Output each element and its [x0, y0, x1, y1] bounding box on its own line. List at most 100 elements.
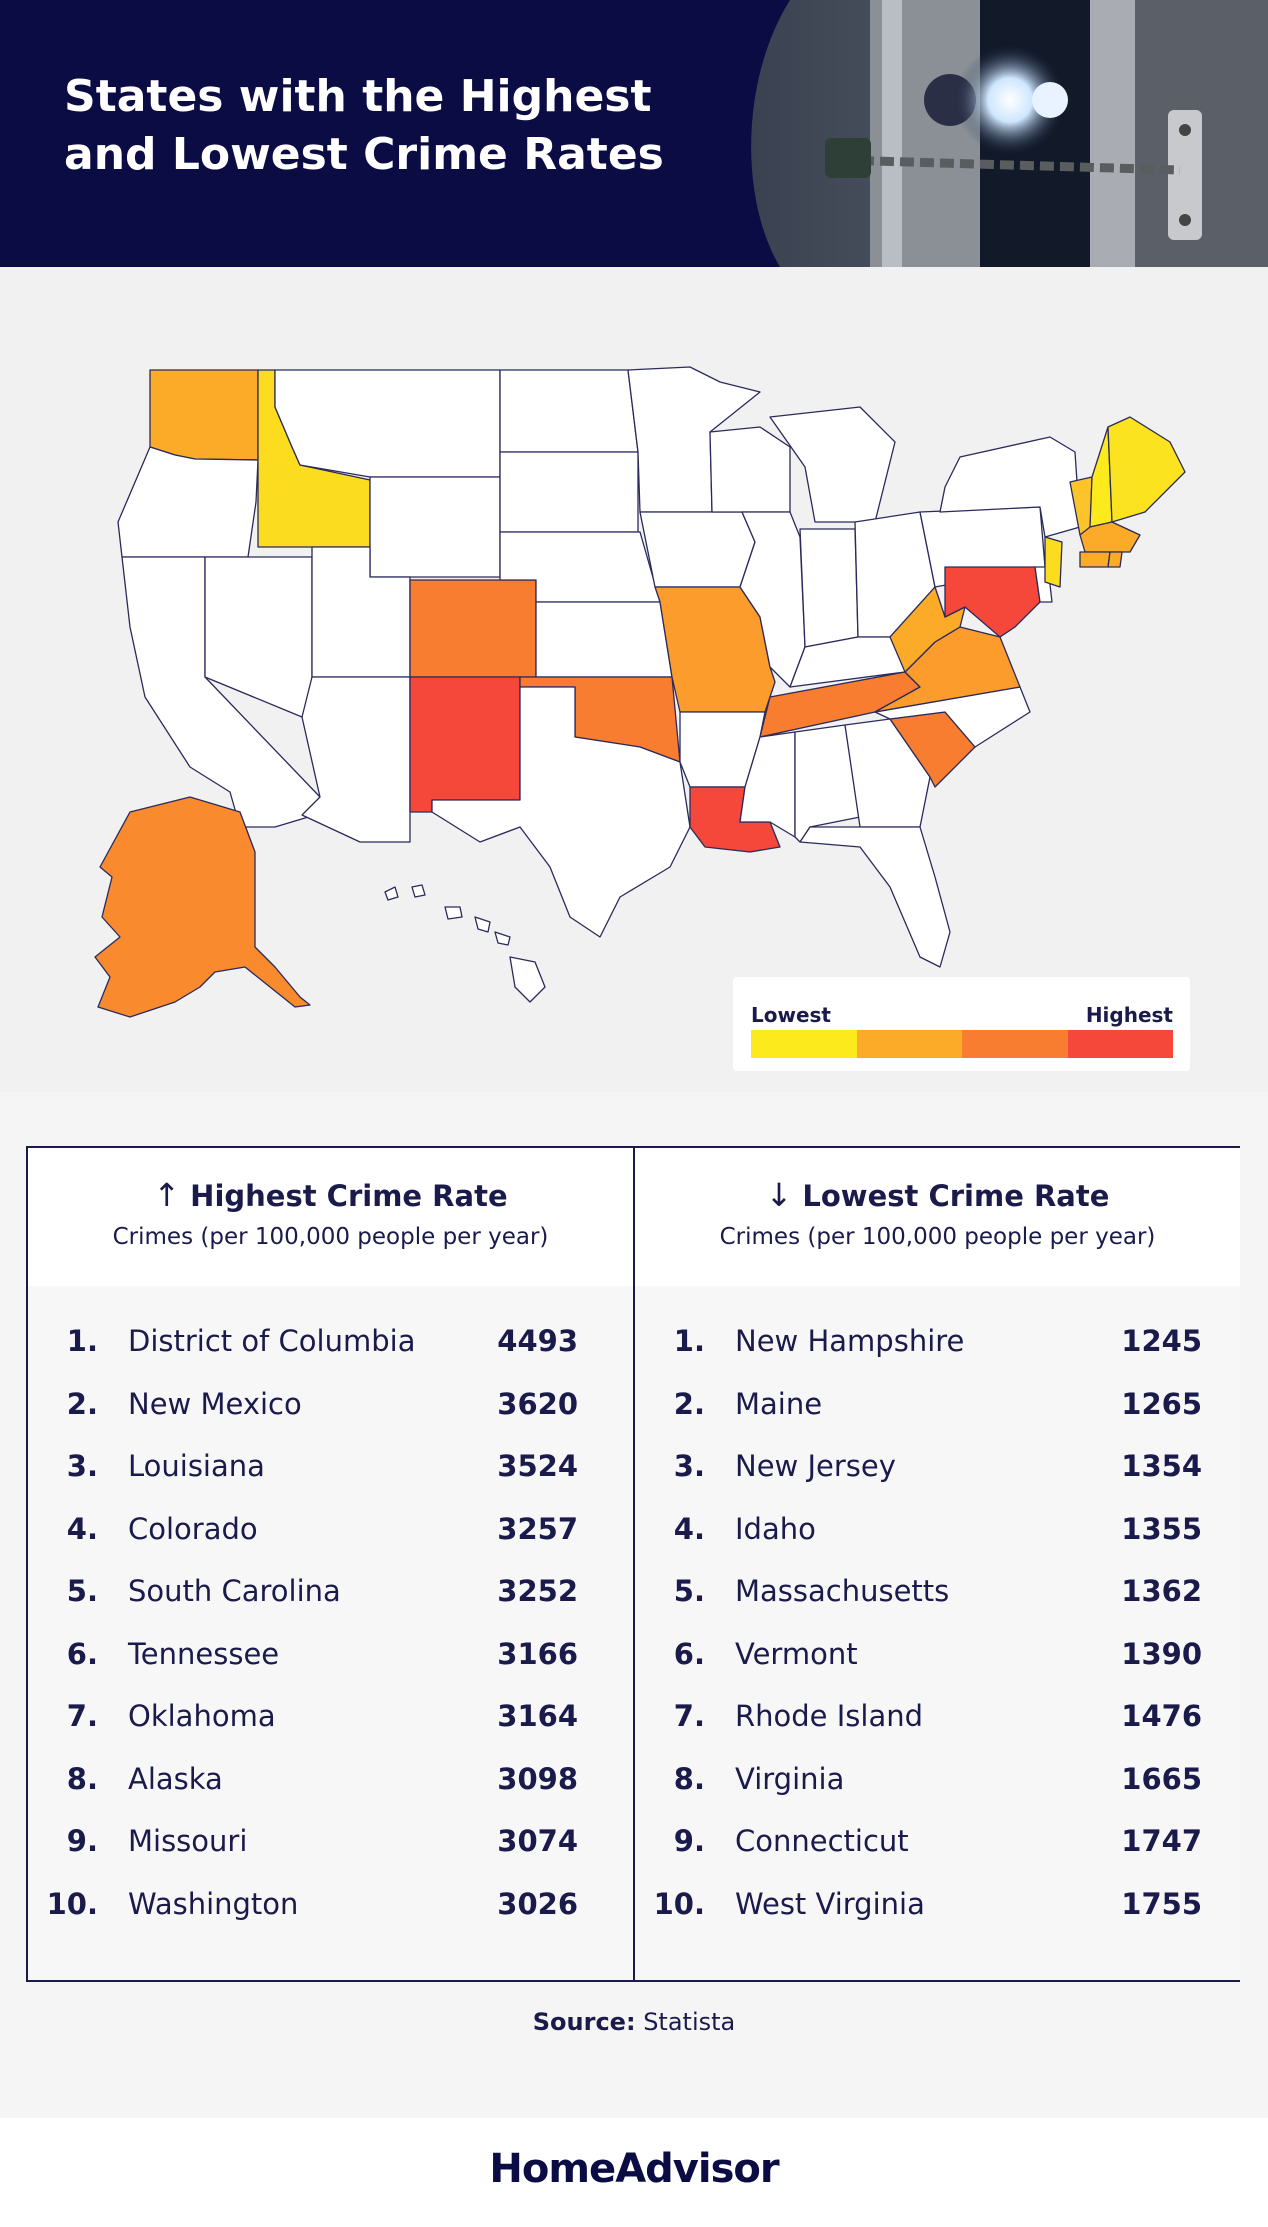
- state-new-mexico: [409, 676, 521, 813]
- rank-number: 1.: [66, 1324, 98, 1358]
- homeadvisor-logo: HomeAdvisor: [489, 2146, 779, 2192]
- arrow-down-icon: ↓: [765, 1176, 793, 1214]
- source-label: Source:: [532, 2008, 636, 2036]
- table-row: 2. Maine 1265: [635, 1387, 1240, 1449]
- crime-value: 1747: [1121, 1824, 1202, 1858]
- crime-value: 1755: [1121, 1886, 1202, 1921]
- rank-number: 8.: [673, 1761, 705, 1796]
- lowest-title: ↓ Lowest Crime Rate: [635, 1148, 1240, 1214]
- state-name: New Jersey: [735, 1449, 896, 1483]
- state-florida: [799, 826, 951, 968]
- state-name: Vermont: [735, 1636, 858, 1671]
- state-north-dakota: [499, 369, 639, 453]
- map-legend: Lowest Highest: [733, 977, 1190, 1071]
- rank-number: 2.: [673, 1386, 705, 1421]
- legend-swatch-1: [751, 1030, 857, 1058]
- rank-number: 7.: [673, 1699, 705, 1733]
- table-row: 1. District of Columbia 4493: [28, 1324, 633, 1386]
- state-wyoming: [369, 476, 501, 578]
- highest-header: ↑ Highest Crime Rate Crimes (per 100,000 …: [28, 1148, 633, 1286]
- state-illinois: [739, 511, 806, 688]
- state-name: Connecticut: [735, 1824, 909, 1858]
- state-name: Oklahoma: [128, 1699, 276, 1733]
- table-row: 6. Tennessee 3166: [28, 1637, 633, 1699]
- legend-low-label: Lowest: [751, 1003, 831, 1027]
- state-arizona: [301, 676, 411, 843]
- legend-color-scale: [751, 1030, 1173, 1058]
- rank-number: 4.: [673, 1511, 705, 1546]
- state-alaska: [94, 796, 311, 1018]
- rank-number: 5.: [66, 1574, 98, 1608]
- highest-column: ↑ Highest Crime Rate Crimes (per 100,000 …: [28, 1148, 635, 1980]
- state-connecticut: [1079, 551, 1111, 568]
- rank-number: 9.: [673, 1824, 705, 1858]
- rank-number: 6.: [673, 1636, 705, 1671]
- state-georgia: [844, 718, 931, 828]
- table-row: 3. Louisiana 3524: [28, 1449, 633, 1511]
- state-washington: [149, 369, 259, 461]
- highest-title: ↑ Highest Crime Rate: [28, 1148, 633, 1214]
- table-row: 4. Colorado 3257: [28, 1512, 633, 1574]
- rank-number: 4.: [66, 1511, 98, 1546]
- state-name: New Hampshire: [735, 1324, 965, 1358]
- state-name: South Carolina: [128, 1574, 341, 1608]
- state-maine: [1107, 416, 1186, 523]
- state-hawaii: [384, 884, 546, 1003]
- source-value: Statista: [643, 2008, 736, 2036]
- lowest-column: ↓ Lowest Crime Rate Crimes (per 100,000 p…: [635, 1148, 1240, 1980]
- state-new-jersey: [1044, 536, 1063, 588]
- table-row: 6. Vermont 1390: [635, 1637, 1240, 1699]
- crime-value: 1665: [1121, 1761, 1202, 1796]
- state-rhode-island: [1107, 551, 1123, 568]
- table-row: 2. New Mexico 3620: [28, 1387, 633, 1449]
- crime-value: 3257: [497, 1511, 578, 1546]
- highest-subtitle: Crimes (per 100,000 people per year): [112, 1224, 549, 1250]
- state-colorado: [409, 579, 537, 678]
- state-name: Alaska: [128, 1761, 223, 1796]
- state-montana: [274, 369, 501, 478]
- state-name: Washington: [128, 1886, 299, 1921]
- legend-high-label: Highest: [1085, 1003, 1173, 1027]
- state-texas: [431, 686, 691, 938]
- crime-value: 3164: [497, 1699, 578, 1733]
- state-name: West Virginia: [735, 1886, 925, 1921]
- crime-value: 3620: [497, 1386, 578, 1421]
- rank-number: 6.: [66, 1636, 98, 1671]
- table-row: 4. Idaho 1355: [635, 1512, 1240, 1574]
- table-row: 3. New Jersey 1354: [635, 1449, 1240, 1511]
- source-note: Source: Statista: [0, 2008, 1268, 2036]
- rank-number: 10.: [653, 1886, 705, 1921]
- rank-number: 3.: [673, 1449, 705, 1483]
- rank-number: 5.: [673, 1574, 705, 1608]
- rank-number: 7.: [66, 1699, 98, 1733]
- crime-value: 3166: [497, 1636, 578, 1671]
- arrow-up-icon: ↑: [153, 1176, 181, 1214]
- lowest-subtitle: Crimes (per 100,000 people per year): [719, 1224, 1156, 1250]
- rank-number: 3.: [66, 1449, 98, 1483]
- rank-number: 1.: [673, 1324, 705, 1358]
- state-name: District of Columbia: [128, 1324, 416, 1358]
- table-row: 1. New Hampshire 1245: [635, 1324, 1240, 1386]
- crime-value: 3026: [497, 1886, 578, 1921]
- crime-value: 1362: [1121, 1574, 1202, 1608]
- table-row: 9. Missouri 3074: [28, 1824, 633, 1886]
- table-row: 10. Washington 3026: [28, 1887, 633, 1949]
- state-name: Virginia: [735, 1761, 845, 1796]
- state-kansas: [535, 601, 673, 678]
- header-banner: States with the Highest and Lowest Crime…: [0, 0, 1268, 267]
- lowest-title-text: Lowest Crime Rate: [802, 1179, 1110, 1213]
- crime-value: 1354: [1121, 1449, 1202, 1483]
- state-name: Rhode Island: [735, 1699, 924, 1733]
- crime-value: 3252: [497, 1574, 578, 1608]
- crime-value: 4493: [497, 1324, 578, 1358]
- table-row: 5. Massachusetts 1362: [635, 1574, 1240, 1636]
- state-name: Tennessee: [128, 1636, 280, 1671]
- crime-value: 3524: [497, 1449, 578, 1483]
- table-row: 7. Rhode Island 1476: [635, 1699, 1240, 1761]
- table-row: 5. South Carolina 3252: [28, 1574, 633, 1636]
- state-oregon: [117, 446, 259, 558]
- table-row: 8. Alaska 3098: [28, 1762, 633, 1824]
- table-row: 9. Connecticut 1747: [635, 1824, 1240, 1886]
- state-west-virginia: [889, 586, 966, 673]
- state-name: Colorado: [128, 1511, 258, 1546]
